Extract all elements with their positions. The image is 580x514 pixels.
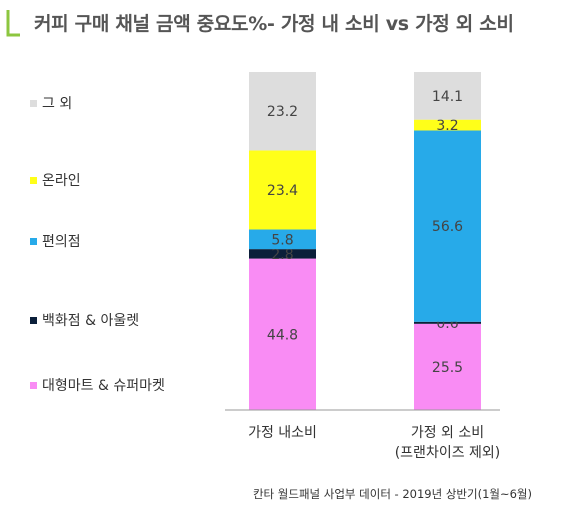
data-label: 44.8 — [267, 327, 298, 343]
legend-item: 백화점 & 아울렛 — [30, 310, 139, 330]
bar-segment — [249, 72, 316, 151]
bar-segment — [249, 150, 316, 230]
data-label: 14.1 — [432, 89, 463, 105]
category-label: 가정 외 소비 — [411, 425, 484, 441]
legend-item: 대형마트 & 슈퍼마켓 — [30, 375, 165, 395]
corner-accent — [6, 10, 20, 37]
bar-segment — [414, 321, 481, 324]
data-label: 2.8 — [271, 247, 293, 263]
category-label: (프랜차이즈 제외) — [395, 445, 501, 461]
data-label: 23.4 — [267, 183, 298, 199]
category-label: 가정 내소비 — [248, 425, 317, 441]
bar-segment — [249, 258, 316, 410]
legend-label: 대형마트 & 슈퍼마켓 — [42, 378, 165, 394]
bar-segment — [249, 229, 316, 250]
legend-item: 온라인 — [30, 170, 81, 190]
bar-segment — [414, 323, 481, 410]
legend-swatch — [30, 237, 37, 245]
legend-swatch — [30, 176, 37, 184]
bar-segment — [414, 72, 481, 120]
bar-segment — [249, 249, 316, 259]
source-footnote: 칸타 월드패널 사업부 데이터 - 2019년 상반기(1월~6월) — [252, 487, 532, 501]
legend-item: 그 외 — [30, 93, 72, 113]
legend-label: 온라인 — [42, 173, 81, 189]
legend-item: 편의점 — [30, 231, 81, 251]
data-label: 56.6 — [432, 219, 463, 235]
bar-segment — [414, 130, 481, 322]
legend-swatch — [30, 381, 37, 389]
legend-label: 편의점 — [42, 234, 81, 250]
legend-swatch — [30, 316, 37, 324]
bar-segment — [414, 119, 481, 131]
data-label: 3.2 — [436, 118, 458, 134]
data-label: 25.5 — [432, 360, 463, 376]
data-label: 5.8 — [271, 232, 293, 248]
stacked-bar-chart: 44.82.85.823.423.225.50.656.63.214.1가정 내… — [225, 72, 501, 461]
legend-label: 그 외 — [42, 96, 73, 112]
legend-label: 백화점 & 아울렛 — [42, 313, 140, 329]
legend-swatch — [30, 99, 37, 107]
chart-title: 커피 구매 채널 금액 중요도%- 가정 내 소비 vs 가정 외 소비 — [34, 13, 514, 35]
data-label: 23.2 — [267, 104, 298, 120]
